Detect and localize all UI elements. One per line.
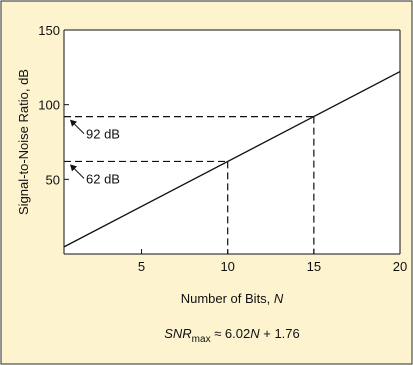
y-tick-label: 150 <box>38 23 60 38</box>
snr-formula: SNRmax ≈ 6.02N + 1.76 <box>164 326 300 345</box>
y-tick-label: 100 <box>38 98 60 113</box>
formula-n: N <box>250 326 260 341</box>
x-tick-label: 10 <box>220 259 234 274</box>
x-axis-title-var: N <box>274 291 284 306</box>
x-axis-title: Number of Bits, N <box>181 291 284 306</box>
annotation-arrowhead <box>70 164 77 172</box>
snr-line <box>63 70 401 248</box>
x-axis-title-text: Number of Bits, <box>181 291 274 306</box>
x-tick-label: 5 <box>138 259 145 274</box>
x-tick-label: 15 <box>307 259 321 274</box>
formula-subscript: max <box>192 334 211 345</box>
annotation-label: 62 dB <box>86 171 120 186</box>
annotation-label: 92 dB <box>86 127 120 142</box>
x-tick-label: 20 <box>393 259 407 274</box>
formula-rest: + 1.76 <box>260 326 300 341</box>
y-axis-title: Signal-to-Noise Ratio, dB <box>16 69 31 215</box>
formula-approx: ≈ 6.02 <box>211 326 251 341</box>
formula-snr: SNR <box>164 326 191 341</box>
plot-area <box>64 30 400 254</box>
y-tick-label: 50 <box>46 172 60 187</box>
annotation-arrowhead <box>70 119 77 127</box>
